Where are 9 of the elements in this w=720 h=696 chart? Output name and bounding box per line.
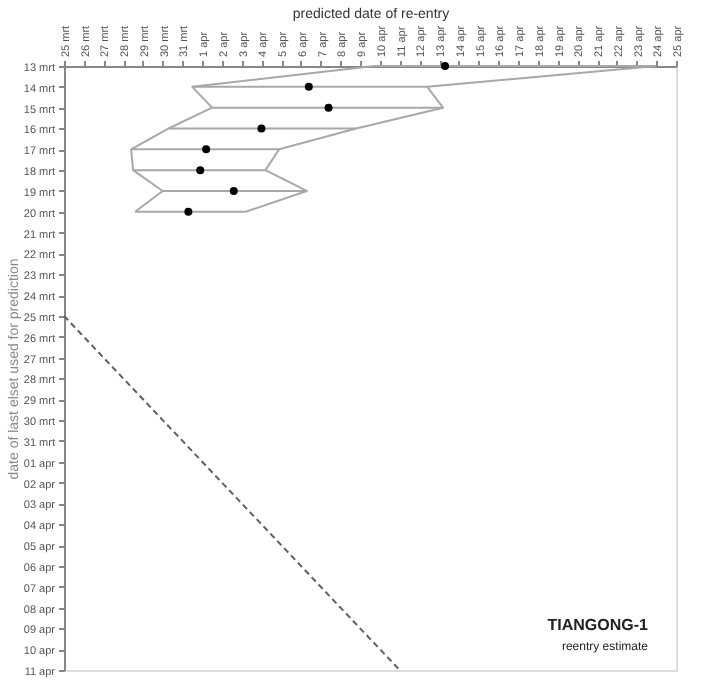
point — [184, 207, 193, 216]
point — [202, 145, 211, 154]
point — [257, 124, 266, 133]
point — [304, 82, 313, 91]
point — [229, 186, 238, 195]
point — [441, 62, 450, 70]
point — [324, 103, 333, 112]
point — [196, 166, 205, 175]
text: TIANGONG-1 — [547, 616, 650, 634]
